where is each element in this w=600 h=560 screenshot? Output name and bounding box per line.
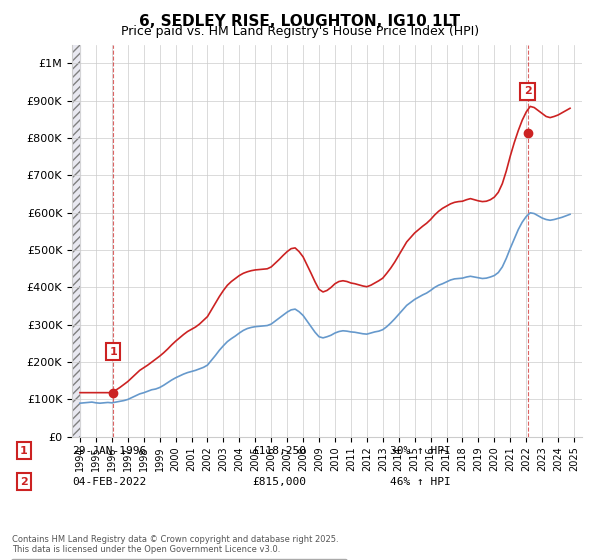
Bar [72,45,80,437]
Legend: 6, SEDLEY RISE, LOUGHTON, IG10 1LT (semi-detached house), HPI: Average price, se: 6, SEDLEY RISE, LOUGHTON, IG10 1LT (semi… [11,559,347,560]
Bar [72,45,80,437]
Text: £118,250: £118,250 [252,446,306,456]
Text: 2: 2 [20,477,28,487]
Text: 30% ↑ HPI: 30% ↑ HPI [390,446,451,456]
Text: 6, SEDLEY RISE, LOUGHTON, IG10 1LT: 6, SEDLEY RISE, LOUGHTON, IG10 1LT [139,14,461,29]
Text: 1: 1 [20,446,28,456]
Text: £815,000: £815,000 [252,477,306,487]
Text: 46% ↑ HPI: 46% ↑ HPI [390,477,451,487]
Text: Price paid vs. HM Land Registry's House Price Index (HPI): Price paid vs. HM Land Registry's House … [121,25,479,38]
Text: 04-FEB-2022: 04-FEB-2022 [72,477,146,487]
Text: Contains HM Land Registry data © Crown copyright and database right 2025.
This d: Contains HM Land Registry data © Crown c… [12,535,338,554]
Text: 29-JAN-1996: 29-JAN-1996 [72,446,146,456]
Text: 2: 2 [524,86,532,96]
Text: 1: 1 [109,347,117,357]
